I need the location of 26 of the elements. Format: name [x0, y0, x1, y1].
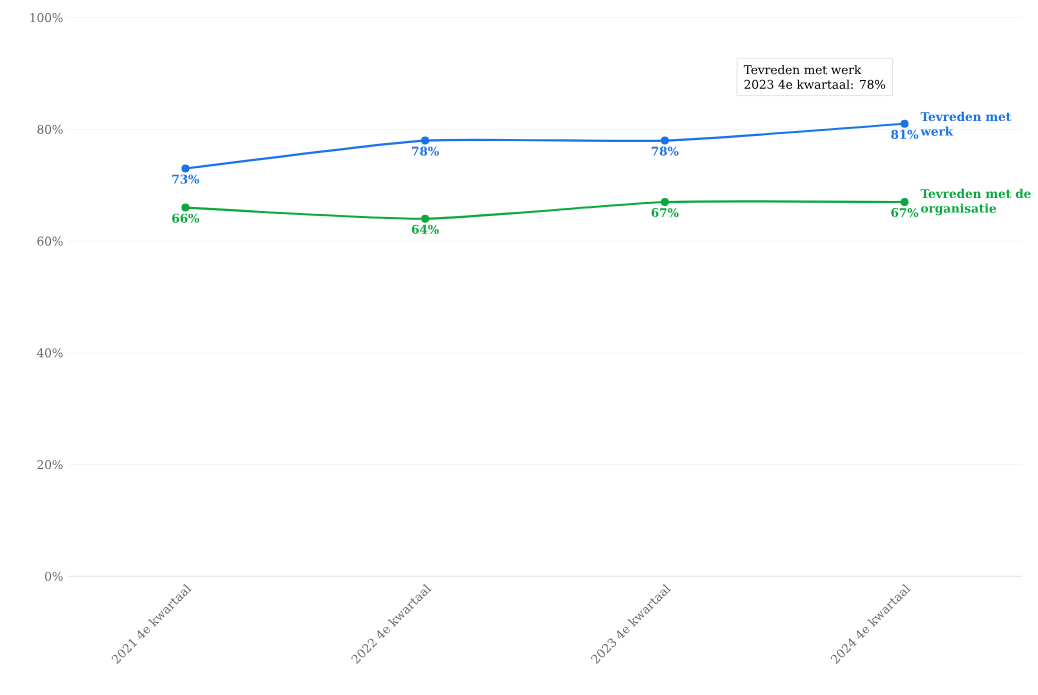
series-label: Tevreden met werk	[920, 111, 1012, 136]
point	[660, 198, 669, 207]
point	[421, 214, 430, 223]
series-label: Tevreden met de organisatie	[920, 188, 1031, 216]
point	[181, 164, 190, 173]
data-label: 67%	[651, 208, 679, 218]
annotation: Tevreden met werk	[743, 64, 862, 75]
y-tick-label: 40%	[37, 348, 63, 358]
point	[421, 136, 430, 145]
data-label: 73%	[172, 174, 200, 184]
point	[181, 203, 190, 212]
data-label: 67%	[891, 208, 919, 218]
y-tick-label: 100%	[30, 13, 63, 23]
data-label: 64%	[411, 224, 439, 234]
y-tick-label: 20%	[37, 460, 63, 470]
y-tick-label: 60%	[37, 236, 63, 246]
data-label: 78%	[412, 146, 439, 156]
annotation: 2023 4e kwartaal: 78%	[744, 79, 886, 89]
point	[660, 136, 669, 145]
point	[900, 198, 909, 207]
data-label: 81%	[891, 129, 919, 139]
data-label: 66%	[172, 213, 200, 223]
y-tick-label: 80%	[37, 124, 63, 134]
point	[900, 119, 909, 128]
data-label: 78%	[651, 146, 679, 156]
y-tick-label: 0%	[45, 571, 63, 581]
